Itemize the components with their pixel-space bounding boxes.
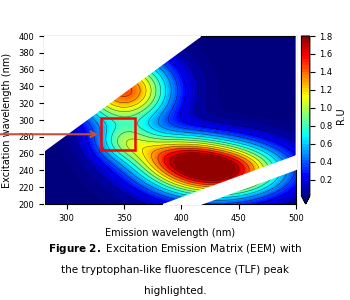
- Text: TLF: TLF: [0, 127, 96, 141]
- Text: highlighted.: highlighted.: [144, 286, 206, 296]
- Text: $\bf{Figure\ 2.}$ Excitation Emission Matrix (EEM) with: $\bf{Figure\ 2.}$ Excitation Emission Ma…: [48, 242, 302, 256]
- Y-axis label: Excitation wavelength (nm): Excitation wavelength (nm): [2, 52, 13, 188]
- Bar: [101, 118, 135, 150]
- Y-axis label: R.U: R.U: [336, 108, 345, 124]
- PathPatch shape: [301, 196, 310, 204]
- X-axis label: Emission wavelength (nm): Emission wavelength (nm): [105, 228, 235, 238]
- Text: the tryptophan-like fluorescence (TLF) peak: the tryptophan-like fluorescence (TLF) p…: [61, 265, 289, 275]
